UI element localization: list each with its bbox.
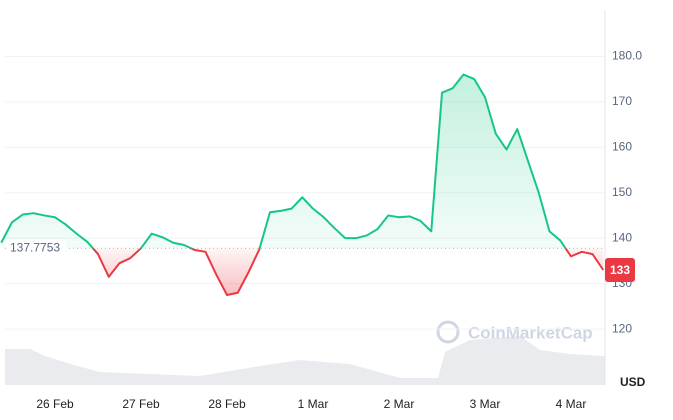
- y-tick-label: 180.0: [612, 49, 642, 63]
- watermark-logo: [436, 320, 460, 344]
- baseline-label: 137.7753: [10, 240, 60, 254]
- x-axis-band: [0, 395, 673, 420]
- current-price-label: 133: [610, 263, 630, 277]
- current-price-box: [605, 258, 635, 282]
- y-tick-label: 150: [612, 185, 632, 199]
- x-tick-label: 2 Mar: [384, 397, 415, 411]
- y-unit: USD: [620, 375, 646, 389]
- x-tick-label: 27 Feb: [122, 397, 160, 411]
- x-tick-label: 4 Mar: [556, 397, 587, 411]
- y-tick-label: 170: [612, 94, 632, 108]
- baseline-label-bg: [6, 239, 66, 257]
- area-fill: [1, 74, 604, 295]
- x-tick-label: 28 Feb: [208, 397, 246, 411]
- x-tick-label: 3 Mar: [470, 397, 501, 411]
- volume-area: [5, 336, 605, 385]
- y-tick-label: 140: [612, 230, 632, 244]
- x-tick-label: 26 Feb: [36, 397, 74, 411]
- y-tick-label: 160: [612, 139, 632, 153]
- y-tick-label: 120: [612, 321, 632, 335]
- watermark: CoinMarketCap: [436, 320, 593, 344]
- x-tick-label: 1 Mar: [298, 397, 329, 411]
- watermark-text: CoinMarketCap: [468, 323, 593, 342]
- price-line: [0, 73, 605, 296]
